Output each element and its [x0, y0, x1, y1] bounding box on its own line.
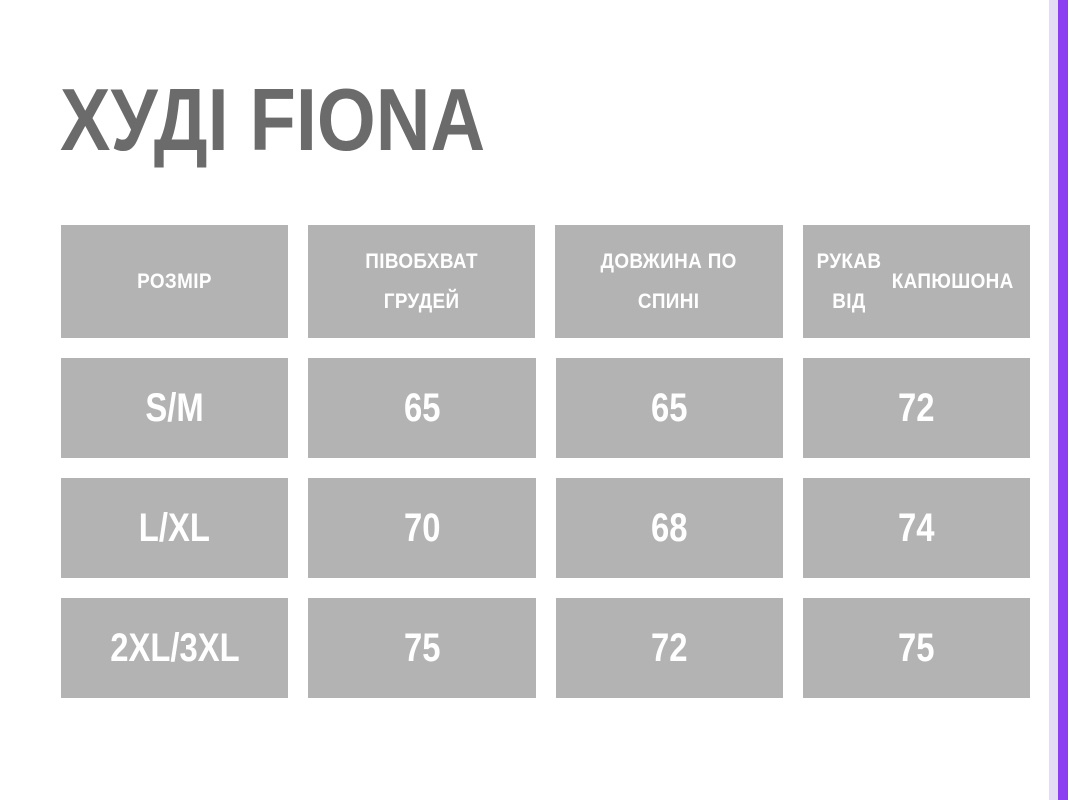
cell-back-length-value: 68: [650, 506, 688, 550]
header-cell-chest: ПІВОБХВАТ ГРУДЕЙ: [308, 225, 536, 338]
edge-white-margin: [1068, 0, 1071, 800]
cell-back-length-value: 72: [650, 626, 688, 670]
cell-chest-value: 70: [403, 506, 441, 550]
cell-chest: 65: [308, 358, 536, 458]
cell-size-value: S/M: [145, 386, 204, 430]
cell-size: S/M: [61, 358, 289, 458]
header-cell-size: РОЗМІР: [61, 225, 289, 338]
header-label-sleeve-line1: РУКАВ ВІД: [816, 249, 881, 313]
edge-accent-purple-bar: [1058, 0, 1068, 800]
page-title: ХУДІ FIONA: [60, 70, 486, 169]
cell-chest-value: 65: [403, 386, 441, 430]
cell-sleeve-value: 75: [898, 626, 935, 670]
cell-chest: 75: [308, 598, 536, 698]
header-label-sleeve-line2: КАПЮШОНА: [891, 269, 1014, 293]
cell-chest-value: 75: [403, 626, 441, 670]
cell-sleeve-value: 72: [898, 386, 935, 430]
header-label-back-length: ДОВЖИНА ПО СПИНІ: [600, 249, 738, 313]
cell-size: L/XL: [61, 478, 289, 578]
cell-back-length: 72: [555, 598, 783, 698]
edge-accent-lavender-bar: [1049, 0, 1058, 800]
table-row: S/M 65 65 72: [61, 358, 1030, 458]
cell-back-length: 65: [555, 358, 783, 458]
table-row: 2XL/3XL 75 72 75: [61, 598, 1030, 698]
header-cell-sleeve: РУКАВ ВІД КАПЮШОНА: [802, 225, 1030, 338]
table-row: L/XL 70 68 74: [61, 478, 1030, 578]
cell-sleeve: 72: [802, 358, 1030, 458]
cell-back-length: 68: [555, 478, 783, 578]
table-header-row: РОЗМІР ПІВОБХВАТ ГРУДЕЙ ДОВЖИНА ПО СПИНІ…: [61, 225, 1030, 338]
size-chart-table: РОЗМІР ПІВОБХВАТ ГРУДЕЙ ДОВЖИНА ПО СПИНІ…: [61, 225, 1030, 698]
cell-back-length-value: 65: [650, 386, 688, 430]
header-label-size: РОЗМІР: [137, 269, 212, 293]
cell-sleeve: 74: [802, 478, 1030, 578]
cell-size-value: 2XL/3XL: [109, 626, 240, 670]
cell-size-value: L/XL: [139, 506, 211, 550]
header-label-chest: ПІВОБХВАТ ГРУДЕЙ: [365, 249, 479, 313]
header-cell-back-length: ДОВЖИНА ПО СПИНІ: [555, 225, 783, 338]
cell-sleeve: 75: [802, 598, 1030, 698]
cell-size: 2XL/3XL: [61, 598, 289, 698]
cell-chest: 70: [308, 478, 536, 578]
cell-sleeve-value: 74: [898, 506, 935, 550]
